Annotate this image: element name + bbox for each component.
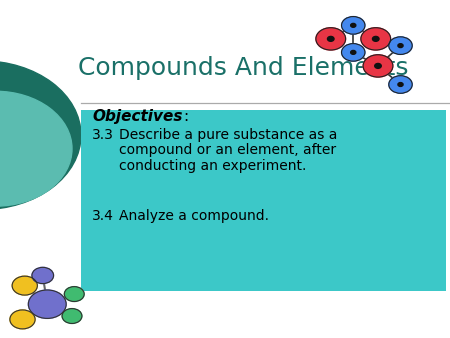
- Circle shape: [373, 37, 379, 41]
- Circle shape: [0, 61, 81, 210]
- Circle shape: [328, 37, 334, 41]
- Circle shape: [10, 310, 35, 329]
- Circle shape: [361, 28, 391, 50]
- Circle shape: [12, 276, 37, 295]
- Text: 3.3: 3.3: [92, 128, 114, 142]
- Circle shape: [398, 44, 403, 48]
- Circle shape: [62, 309, 82, 323]
- Circle shape: [342, 44, 365, 61]
- Circle shape: [351, 23, 356, 27]
- Text: 3.4: 3.4: [92, 209, 114, 223]
- Text: Objectives: Objectives: [92, 109, 183, 124]
- Text: compound or an element, after: compound or an element, after: [119, 143, 337, 158]
- Circle shape: [316, 28, 346, 50]
- Circle shape: [389, 76, 412, 93]
- Text: Describe a pure substance as a: Describe a pure substance as a: [119, 128, 338, 142]
- Circle shape: [363, 55, 393, 77]
- Text: conducting an experiment.: conducting an experiment.: [119, 159, 306, 173]
- Circle shape: [0, 91, 72, 206]
- Circle shape: [351, 50, 356, 54]
- Text: Compounds And Elements: Compounds And Elements: [78, 55, 408, 80]
- Circle shape: [375, 64, 381, 68]
- Circle shape: [342, 17, 365, 34]
- Text: Analyze a compound.: Analyze a compound.: [119, 209, 269, 223]
- Circle shape: [64, 287, 84, 301]
- Circle shape: [398, 82, 403, 87]
- Circle shape: [389, 37, 412, 54]
- Bar: [81, 110, 446, 291]
- Text: :: :: [184, 109, 189, 124]
- Circle shape: [32, 267, 54, 284]
- Circle shape: [28, 290, 66, 318]
